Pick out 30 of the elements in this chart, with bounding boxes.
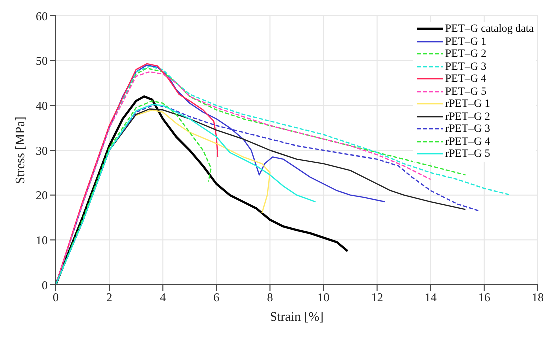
legend-label: PET–G 1 — [445, 36, 487, 48]
x-tick-label: 2 — [106, 290, 113, 305]
y-axis-title: Stress [MPa] — [12, 116, 28, 184]
x-tick-label: 4 — [160, 290, 166, 305]
legend-label: rPET–G 4 — [445, 136, 490, 148]
y-tick-label: 10 — [36, 233, 48, 248]
legend-label: PET–G 2 — [445, 48, 487, 60]
y-tick-label: 20 — [36, 188, 48, 203]
y-tick-label: 0 — [42, 278, 48, 292]
legend-label: PET–G 5 — [445, 86, 487, 98]
legend-label: PET–G 4 — [445, 73, 487, 86]
x-tick-label: 16 — [478, 290, 490, 305]
y-tick-label: 60 — [36, 9, 48, 24]
y-tick-label: 50 — [36, 54, 48, 68]
legend-label: PET–G 3 — [445, 60, 487, 73]
x-tick-label: 6 — [214, 290, 220, 305]
x-tick-label: 0 — [53, 290, 59, 305]
x-tick-label: 8 — [267, 290, 274, 305]
x-tick-label: 10 — [318, 290, 330, 305]
x-tick-label: 14 — [424, 290, 437, 305]
legend-label: rPET–G 5 — [445, 148, 490, 160]
y-tick-label: 40 — [36, 98, 48, 113]
legend-label: rPET–G 3 — [445, 123, 490, 136]
legend-label: PET–G catalog data — [445, 23, 534, 36]
legend-label: rPET–G 1 — [445, 98, 490, 110]
x-tick-label: 18 — [532, 290, 544, 305]
x-tick-label: 12 — [371, 290, 384, 305]
y-tick-label: 30 — [36, 144, 48, 158]
legend-label: rPET–G 2 — [445, 110, 490, 123]
x-axis-title: Strain [%] — [270, 309, 324, 324]
